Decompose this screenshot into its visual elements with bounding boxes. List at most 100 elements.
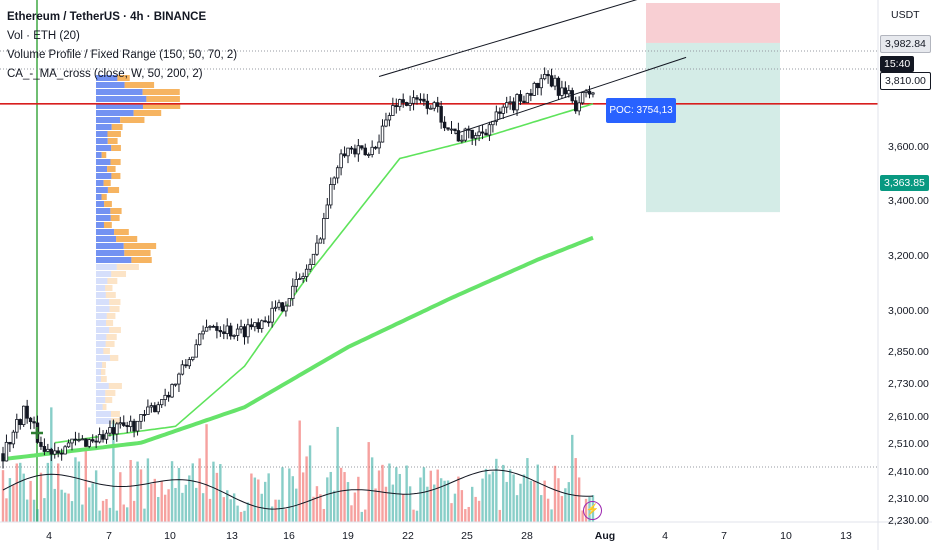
- x-axis-tick: 16: [283, 530, 295, 542]
- volume-bar: [422, 467, 426, 522]
- currency-unit[interactable]: USDT: [891, 9, 920, 21]
- candle-body: [222, 331, 226, 334]
- vp-row-down: [123, 243, 157, 249]
- candle-body: [125, 425, 129, 428]
- vp-row-up: [96, 341, 106, 347]
- vp-row-up: [96, 306, 110, 312]
- candle-body: [49, 448, 53, 455]
- volume-bar: [436, 469, 439, 522]
- candle-body: [515, 94, 519, 111]
- symbol-title[interactable]: Ethereum / TetherUS · 4h · BINANCE: [7, 11, 207, 23]
- volume-bar: [157, 497, 160, 522]
- volume-bar: [208, 498, 212, 522]
- volume-bar: [443, 480, 446, 522]
- volume-bar: [408, 486, 412, 522]
- volume-bar: [84, 440, 87, 522]
- candle-body: [73, 438, 78, 441]
- candle-body: [584, 90, 588, 93]
- volume-indicator-label[interactable]: Vol · ETH (20): [7, 30, 80, 42]
- volume-bar: [291, 476, 294, 522]
- candle-body: [587, 90, 592, 95]
- candle-body: [425, 100, 430, 109]
- volume-profile-label[interactable]: Volume Profile / Fixed Range (150, 50, 7…: [7, 49, 238, 61]
- candle-body: [501, 106, 505, 114]
- x-axis-tick: 7: [721, 530, 727, 542]
- vp-row-up: [96, 124, 112, 130]
- vp-row-down: [114, 229, 129, 235]
- candle-body: [470, 129, 474, 139]
- candle-body: [577, 102, 581, 112]
- volume-bar: [474, 496, 477, 522]
- candle-body: [173, 383, 178, 386]
- lightning-icon[interactable]: ⚡: [583, 501, 602, 520]
- volume-bar: [136, 461, 139, 522]
- candle-body: [11, 431, 16, 445]
- candle-body: [59, 452, 64, 455]
- volume-bar: [274, 499, 277, 522]
- candle-body: [435, 102, 440, 107]
- vp-row-up: [96, 222, 104, 228]
- volume-bar: [43, 498, 46, 522]
- candle-body: [574, 100, 578, 112]
- candle-body: [25, 405, 29, 419]
- candle-body: [18, 419, 22, 426]
- volume-bar: [12, 485, 15, 522]
- candle-body: [180, 364, 185, 375]
- vp-row-up: [96, 411, 112, 417]
- candle-body: [532, 82, 536, 96]
- vp-row-up: [96, 299, 110, 305]
- candle-body: [249, 324, 254, 328]
- volume-bar: [126, 507, 129, 522]
- volume-bar: [581, 510, 584, 522]
- vp-row-down: [110, 159, 121, 165]
- candle-body: [228, 325, 233, 337]
- volume-bar: [50, 407, 53, 522]
- candle-body: [401, 99, 405, 103]
- volume-bar: [195, 487, 198, 522]
- candle-body: [260, 320, 264, 330]
- volume-bar: [15, 463, 18, 522]
- candle-body: [39, 441, 43, 447]
- candle-body: [122, 422, 126, 426]
- candle-body: [325, 204, 329, 219]
- candle-body: [97, 434, 102, 443]
- candle-body: [546, 73, 550, 77]
- candle-body: [311, 253, 316, 265]
- vp-row-down: [111, 145, 121, 151]
- candle-body: [408, 102, 412, 106]
- volume-bar: [577, 477, 581, 522]
- x-axis-tick: 10: [780, 530, 792, 542]
- x-axis-tick: 4: [662, 530, 668, 542]
- volume-bar: [19, 462, 22, 522]
- candle-body: [377, 141, 381, 149]
- candle-body: [53, 450, 57, 455]
- vp-row-up: [96, 264, 117, 270]
- candle-body: [539, 78, 543, 89]
- ma-cross-label[interactable]: CA_-_MA_cross (close, W, 50, 200, 2): [7, 68, 203, 80]
- candle-body: [84, 438, 88, 447]
- candle-body: [87, 439, 91, 447]
- volume-bar: [515, 495, 519, 522]
- vp-row-down: [103, 222, 112, 228]
- candle-body: [415, 97, 419, 100]
- candle-body: [4, 441, 9, 462]
- candle-body: [177, 373, 181, 385]
- volume-bar: [488, 474, 491, 522]
- volume-bar: [74, 457, 77, 522]
- take-profit-zone: [646, 42, 780, 213]
- vp-row-up: [96, 285, 106, 291]
- volume-bar: [326, 477, 329, 522]
- vp-row-up: [96, 145, 112, 151]
- candle-body: [159, 399, 164, 406]
- candle-body: [15, 419, 19, 433]
- candle-body: [549, 75, 554, 87]
- candle-body: [108, 427, 112, 434]
- vp-row-up: [96, 187, 108, 193]
- candle-body: [142, 414, 147, 416]
- volume-bar: [381, 464, 384, 522]
- candle-body: [349, 147, 354, 150]
- volume-bar: [367, 442, 370, 522]
- volume-bar: [188, 475, 191, 522]
- y-axis-tick: 2,850.00: [888, 345, 929, 358]
